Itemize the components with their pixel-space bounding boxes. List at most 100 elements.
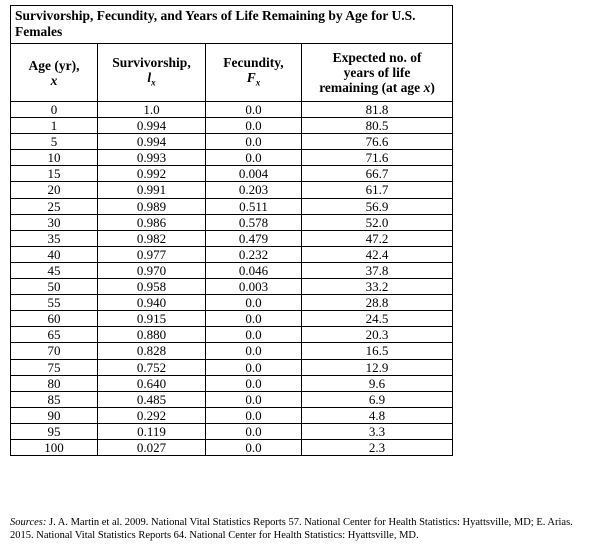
table-row: 65 0.880 0.0 20.3 [10, 326, 454, 344]
cell-age: 25 [10, 197, 98, 215]
cell-fecundity: 0.0 [205, 326, 302, 344]
header-expected-line3: remaining (at age x) [319, 80, 435, 95]
cell-survivorship: 0.828 [97, 342, 206, 360]
header-expected-line1: Expected no. of [332, 50, 422, 65]
cell-survivorship: 0.485 [97, 390, 206, 408]
table-row: 100 0.027 0.0 2.3 [10, 438, 454, 457]
table-row: 5 0.994 0.0 76.6 [10, 133, 454, 151]
table-row: 75 0.752 0.0 12.9 [10, 358, 454, 376]
sources-label: Sources: [10, 517, 47, 528]
cell-age: 100 [10, 438, 98, 457]
cell-survivorship: 0.940 [97, 294, 206, 312]
table-row: 40 0.977 0.232 42.4 [10, 245, 454, 263]
cell-age: 80 [10, 374, 98, 392]
cell-survivorship: 0.292 [97, 406, 206, 424]
cell-survivorship: 0.915 [97, 310, 206, 328]
table-row: 10 0.993 0.0 71.6 [10, 149, 454, 167]
cell-fecundity: 0.232 [205, 245, 302, 263]
cell-age: 45 [10, 261, 98, 280]
header-age-var: x [50, 72, 58, 88]
cell-expected: 61.7 [300, 181, 454, 199]
data-table: Survivorship, Fecundity, and Years of Li… [9, 5, 454, 457]
cell-fecundity: 0.046 [205, 261, 302, 280]
cell-age: 20 [10, 181, 98, 199]
cell-age: 85 [10, 390, 98, 408]
table-row: 1 0.994 0.0 80.5 [10, 117, 454, 135]
cell-fecundity: 0.0 [205, 406, 302, 424]
cell-age: 65 [10, 326, 98, 344]
header-fecundity-label: Fecundity, [223, 54, 284, 70]
cell-survivorship: 0.994 [97, 133, 206, 151]
cell-age: 0 [10, 100, 98, 119]
cell-fecundity: 0.203 [205, 181, 302, 199]
table-row: 90 0.292 0.0 4.8 [10, 406, 454, 424]
cell-survivorship: 0.958 [97, 278, 206, 296]
cell-age: 30 [10, 213, 98, 231]
cell-age: 90 [10, 406, 98, 424]
cell-fecundity: 0.578 [205, 213, 302, 231]
cell-age: 5 [10, 133, 98, 151]
cell-survivorship: 0.119 [97, 422, 206, 440]
cell-fecundity: 0.479 [205, 229, 302, 247]
cell-age: 35 [10, 229, 98, 247]
sources-text: J. A. Martin et al. 2009. National Vital… [10, 517, 573, 541]
cell-expected: 20.3 [300, 326, 454, 344]
cell-expected: 71.6 [300, 149, 454, 167]
cell-age: 50 [10, 278, 98, 296]
cell-fecundity: 0.0 [205, 422, 302, 440]
cell-fecundity: 0.0 [205, 133, 302, 151]
cell-survivorship: 0.752 [97, 358, 206, 376]
life-table: Survivorship, Fecundity, and Years of Li… [9, 5, 454, 457]
cell-age: 10 [10, 149, 98, 167]
cell-expected: 76.6 [300, 133, 454, 151]
header-fecundity-var: Fx [246, 69, 261, 88]
cell-expected: 81.8 [300, 100, 454, 119]
cell-fecundity: 0.003 [205, 278, 302, 296]
cell-expected: 4.8 [300, 406, 454, 424]
cell-expected: 80.5 [300, 117, 454, 135]
header-survivorship-var: lx [147, 69, 156, 88]
cell-fecundity: 0.0 [205, 294, 302, 312]
cell-expected: 56.9 [300, 197, 454, 215]
cell-fecundity: 0.0 [205, 149, 302, 167]
sources-note: Sources: J. A. Martin et al. 2009. Natio… [10, 516, 595, 542]
cell-fecundity: 0.004 [205, 165, 302, 183]
cell-fecundity: 0.0 [205, 390, 302, 408]
cell-expected: 2.3 [300, 438, 454, 457]
cell-age: 40 [10, 245, 98, 263]
cell-expected: 47.2 [300, 229, 454, 247]
table-row: 35 0.982 0.479 47.2 [10, 229, 454, 247]
cell-fecundity: 0.511 [205, 197, 302, 215]
cell-survivorship: 0.994 [97, 117, 206, 135]
cell-survivorship: 1.0 [97, 100, 206, 119]
cell-survivorship: 0.982 [97, 229, 206, 247]
cell-expected: 52.0 [300, 213, 454, 231]
cell-age: 60 [10, 310, 98, 328]
cell-fecundity: 0.0 [205, 342, 302, 360]
table-row: 25 0.989 0.511 56.9 [10, 197, 454, 215]
table-row: 55 0.940 0.0 28.8 [10, 294, 454, 312]
cell-fecundity: 0.0 [205, 117, 302, 135]
cell-expected: 6.9 [300, 390, 454, 408]
cell-survivorship: 0.970 [97, 261, 206, 280]
cell-survivorship: 0.991 [97, 181, 206, 199]
cell-fecundity: 0.0 [205, 438, 302, 457]
cell-fecundity: 0.0 [205, 374, 302, 392]
table-row: 0 1.0 0.0 81.8 [10, 100, 454, 119]
cell-age: 70 [10, 342, 98, 360]
cell-survivorship: 0.880 [97, 326, 206, 344]
cell-expected: 16.5 [300, 342, 454, 360]
cell-survivorship: 0.986 [97, 213, 206, 231]
cell-survivorship: 0.993 [97, 149, 206, 167]
table-body: 0 1.0 0.0 81.8 1 0.994 0.0 80.5 5 0.994 0.0 76.6 10 0… [10, 100, 454, 457]
cell-expected: 66.7 [300, 165, 454, 183]
cell-expected: 37.8 [300, 261, 454, 280]
cell-age: 15 [10, 165, 98, 183]
table-title: Survivorship, Fecundity, and Years of Li… [9, 5, 454, 44]
cell-survivorship: 0.977 [97, 245, 206, 263]
cell-expected: 42.4 [300, 245, 454, 263]
table-row: 30 0.986 0.578 52.0 [10, 213, 454, 231]
table-row: 50 0.958 0.003 33.2 [10, 278, 454, 296]
table-row: 20 0.991 0.203 61.7 [10, 181, 454, 199]
header-age-label: Age (yr), [28, 57, 80, 73]
